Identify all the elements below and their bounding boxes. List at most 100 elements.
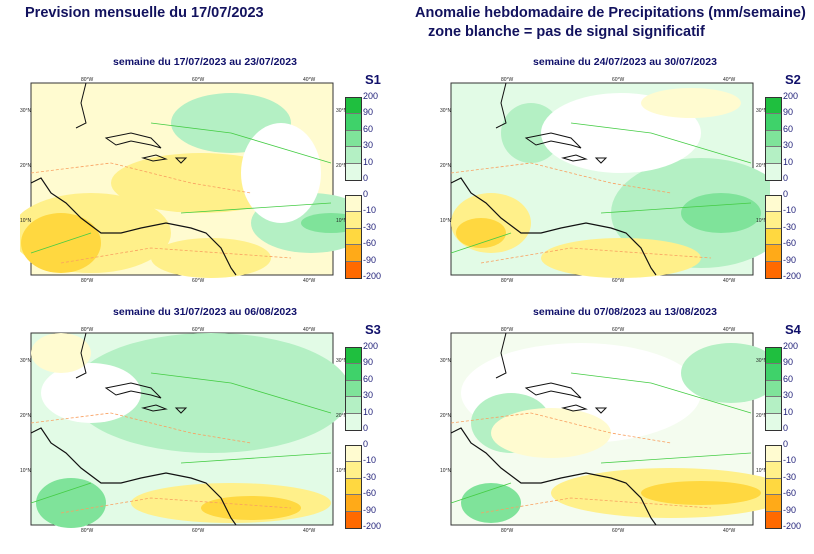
colorbar-negative — [765, 195, 782, 279]
colorbar-label: 60 — [783, 373, 794, 384]
colorbar-label: 0 — [363, 173, 369, 183]
colorbar-label: 90 — [363, 107, 374, 118]
lat-tick-right: 10°N — [756, 468, 768, 474]
negative-contour — [30, 412, 292, 514]
colorbar-label: 200 — [363, 91, 379, 101]
anomaly-region — [461, 483, 521, 523]
lat-tick-right: 10°N — [336, 218, 348, 224]
colorbar-swatch — [766, 380, 781, 398]
islands — [524, 382, 608, 414]
lon-tick-top: 60°W — [192, 77, 205, 83]
colorbar-negative — [345, 445, 362, 529]
colorbar-positive — [765, 97, 782, 181]
islands — [104, 132, 188, 164]
lon-tick-top: 80°W — [81, 327, 94, 333]
main-title: Prevision mensuelle du 17/07/2023 — [25, 5, 264, 21]
colorbar-label: 0 — [783, 173, 789, 183]
colorbar-swatch — [766, 163, 781, 180]
precip-anomaly-map — [20, 82, 350, 278]
colorbar-swatch — [766, 98, 781, 115]
anomaly-region — [541, 238, 701, 278]
colorbar-swatch — [346, 380, 361, 398]
map-panel-s1: semaine du 17/07/2023 au 23/07/2023 S1 80°… — [20, 0, 420, 284]
colorbar-label: -200 — [363, 271, 382, 281]
colorbar-label: -10 — [363, 455, 377, 466]
lat-tick-right: 20°N — [756, 163, 768, 169]
colorbar-label: -30 — [783, 471, 797, 482]
anomaly-region — [641, 481, 761, 505]
anomaly-region — [36, 478, 106, 528]
colorbar-swatch — [766, 212, 781, 229]
colorbar-label: 0 — [363, 189, 369, 199]
colorbar-label: -30 — [363, 471, 377, 482]
islands — [104, 382, 188, 414]
subtitle: Anomalie hebdomadaire de Precipitations … — [415, 5, 806, 21]
anomaly-region — [71, 333, 350, 453]
anomaly-region — [151, 238, 271, 278]
colorbar-swatch — [766, 130, 781, 148]
lon-tick-bottom: 80°W — [501, 278, 514, 284]
colorbar-swatch — [766, 462, 781, 479]
lat-tick-right: 10°N — [336, 468, 348, 474]
colorbar-label: 10 — [783, 156, 794, 167]
anomaly-region — [456, 218, 506, 248]
map-panel-s4: semaine du 07/08/2023 au 13/08/2023 S4 80°… — [440, 250, 814, 534]
lon-tick-bottom: 80°W — [81, 278, 94, 284]
colorbar-label: 200 — [363, 341, 379, 351]
colorbar-swatch — [346, 495, 361, 512]
lat-tick-left: 10°N — [440, 218, 452, 224]
colorbar-label: 90 — [363, 357, 374, 368]
colorbar-swatch — [766, 495, 781, 512]
colorbar-positive — [345, 347, 362, 431]
colorbar-swatch — [346, 114, 361, 131]
anomaly-region — [491, 408, 611, 458]
panel-label: S3 — [365, 322, 381, 337]
lat-tick-right: 20°N — [336, 163, 348, 169]
colorbar-swatch — [766, 511, 781, 528]
colorbar-swatch — [766, 348, 781, 365]
panel-title: semaine du 07/08/2023 au 13/08/2023 — [533, 306, 717, 318]
colorbar-label: -90 — [783, 254, 797, 265]
colorbar-swatch — [346, 98, 361, 115]
colorbar-label: 0 — [783, 423, 789, 433]
colorbar-swatch — [346, 261, 361, 278]
colorbar-label: 90 — [783, 107, 794, 118]
lon-tick-top: 60°W — [192, 327, 205, 333]
coastline — [450, 177, 657, 276]
anomaly-region — [41, 363, 141, 423]
colorbar-swatch — [346, 147, 361, 164]
anomaly-region — [681, 343, 770, 403]
florida-coast — [495, 82, 507, 129]
anomaly-region — [501, 103, 561, 163]
colorbar-label: -10 — [363, 205, 377, 216]
colorbar-label: 0 — [363, 423, 369, 433]
colorbar-label: -60 — [783, 488, 797, 499]
lat-tick-left: 20°N — [440, 413, 452, 419]
colorbar-swatch — [346, 478, 361, 496]
colorbar-label: -30 — [363, 221, 377, 232]
colorbar-swatch — [766, 114, 781, 131]
negative-contour — [450, 412, 712, 514]
lat-tick-right: 30°N — [756, 358, 768, 364]
precip-anomaly-map — [450, 332, 770, 526]
lat-tick-right: 30°N — [756, 108, 768, 114]
lat-tick-left: 20°N — [20, 163, 32, 169]
colorbar-label: 0 — [783, 439, 789, 449]
lat-tick-left: 30°N — [20, 108, 32, 114]
precip-anomaly-map — [30, 332, 350, 528]
colorbar-label: -90 — [783, 504, 797, 515]
colorbar-swatch — [766, 446, 781, 463]
colorbar-positive — [345, 97, 362, 181]
colorbar-positive — [765, 347, 782, 431]
colorbar-label: -60 — [363, 488, 377, 499]
colorbar-swatch — [766, 245, 781, 262]
colorbar-swatch — [346, 364, 361, 381]
colorbar-label: -60 — [363, 238, 377, 249]
colorbar-label: 30 — [783, 140, 794, 151]
colorbar-negative — [765, 445, 782, 529]
lat-tick-left: 10°N — [20, 218, 32, 224]
colorbar-swatch — [346, 397, 361, 414]
colorbar-swatch — [766, 228, 781, 246]
colorbar-negative — [345, 195, 362, 279]
lon-tick-bottom: 80°W — [501, 528, 514, 534]
